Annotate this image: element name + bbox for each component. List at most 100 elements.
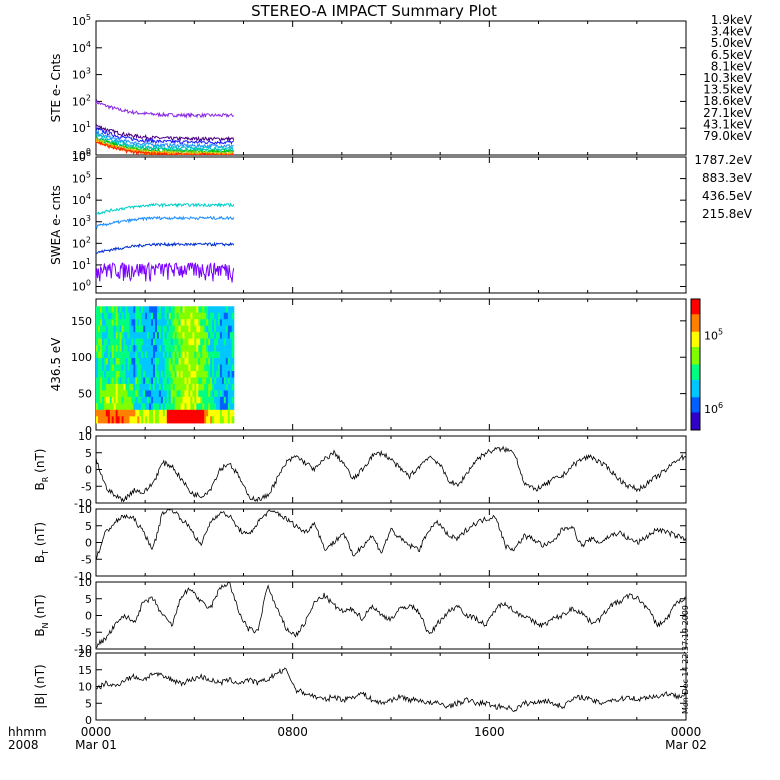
heatmap-cell [157,390,160,398]
heatmap-cell [109,332,113,340]
heatmap-cell [172,377,176,385]
heatmap-cell [141,383,144,391]
heatmap-cell [190,403,193,411]
heatmap-cell [227,358,231,366]
colorbar-band [691,314,700,317]
heatmap-cell [111,332,115,340]
heatmap-cell [192,383,195,391]
heatmap-cell [113,416,117,424]
heatmap-cell [182,345,186,353]
heatmap-cell [166,319,170,327]
colorbar-band [691,347,700,350]
heatmap-cell [141,345,144,353]
heatmap-cell [217,312,221,320]
heatmap-cell [99,416,103,424]
heatmap-cell [125,403,129,411]
heatmap-cell [119,416,123,424]
heatmap-cell [109,396,113,404]
heatmap-cell [202,416,205,424]
heatmap-cell [137,416,140,424]
heatmap-cell [131,403,134,411]
heatmap-cell [117,403,121,411]
series-line [96,140,234,155]
heatmap-cell [176,345,180,353]
heatmap-cell [229,306,233,314]
colorbar-band [691,353,700,357]
heatmap-cell [170,351,174,359]
heatmap-cell [96,358,99,366]
colorbar-band [691,377,700,381]
heatmap-cell [105,390,109,398]
heatmap-cell [168,416,172,424]
heatmap-cell [157,325,160,333]
heatmap-cell [196,377,199,385]
heatmap-cell [186,345,190,353]
heatmap-cell [188,383,191,391]
heatmap-cell [178,416,182,424]
x-tick-date: Mar 01 [75,738,117,752]
heatmap-cell [129,351,132,359]
panel-1: 100 101 102 103 104 105 STE e- Cnts 1.9keV3.4ke… [49,13,753,162]
heatmap-cell [98,345,101,353]
heatmap-cell [133,345,136,353]
heatmap-cell [121,351,125,359]
y-tick-label: 50 [78,388,92,401]
heatmap-cell [158,358,162,366]
heatmap-cell [166,409,170,417]
heatmap-cell [186,332,190,340]
colorbar-band [691,421,700,424]
legend-entry: 215.8eV [702,207,753,221]
heatmap-cell [133,319,136,327]
heatmap-cell [225,338,229,346]
heatmap-cell [212,416,215,424]
heatmap-cell [101,306,105,314]
heatmap-cell [157,345,160,353]
heatmap-cell [147,396,150,404]
legend-entry: 43.1keV [703,117,753,131]
heatmap-cell [210,383,213,391]
heatmap-cell [188,345,191,353]
heatmap-cell [219,383,223,391]
heatmap-cell [216,364,219,372]
heatmap-cell [221,403,225,411]
heatmap-cell [129,306,132,314]
heatmap-cell [186,358,190,366]
heatmap-cell [170,312,174,320]
heatmap-cell [125,416,129,424]
heatmap-cell [174,371,178,379]
heatmap-cell [221,351,225,359]
heatmap-cell [160,351,164,359]
heatmap-cell [101,364,105,372]
heatmap-cell [212,409,215,417]
heatmap-cell [217,409,221,417]
heatmap-cell [111,377,115,385]
heatmap-cell [210,351,213,359]
plot-area [96,582,686,649]
heatmap-cell [105,306,109,314]
heatmap-cell [149,351,152,359]
heatmap-cell [147,364,150,372]
heatmap-cell [166,345,170,353]
heatmap-cell [182,338,186,346]
heatmap-cell [113,338,117,346]
colorbar-band [691,397,700,400]
heatmap-cell [119,383,123,391]
heatmap-cell [119,403,123,411]
heatmap-cell [139,338,142,346]
heatmap-cell [151,312,154,320]
heatmap-cell [143,416,146,424]
heatmap-cell [182,403,186,411]
heatmap-cell [168,364,172,372]
heatmap-cell [206,364,209,372]
heatmap-cell [158,390,162,398]
heatmap-cell [164,351,168,359]
colorbar-band [691,299,700,302]
heatmap-cell [223,345,227,353]
heatmap-cell [151,351,154,359]
heatmap-cell [129,390,132,398]
heatmap-cell [129,383,132,391]
heatmap-cell [157,396,160,404]
heatmap-cell [164,371,168,379]
heatmap-cell [212,338,215,346]
heatmap-cell [160,338,164,346]
